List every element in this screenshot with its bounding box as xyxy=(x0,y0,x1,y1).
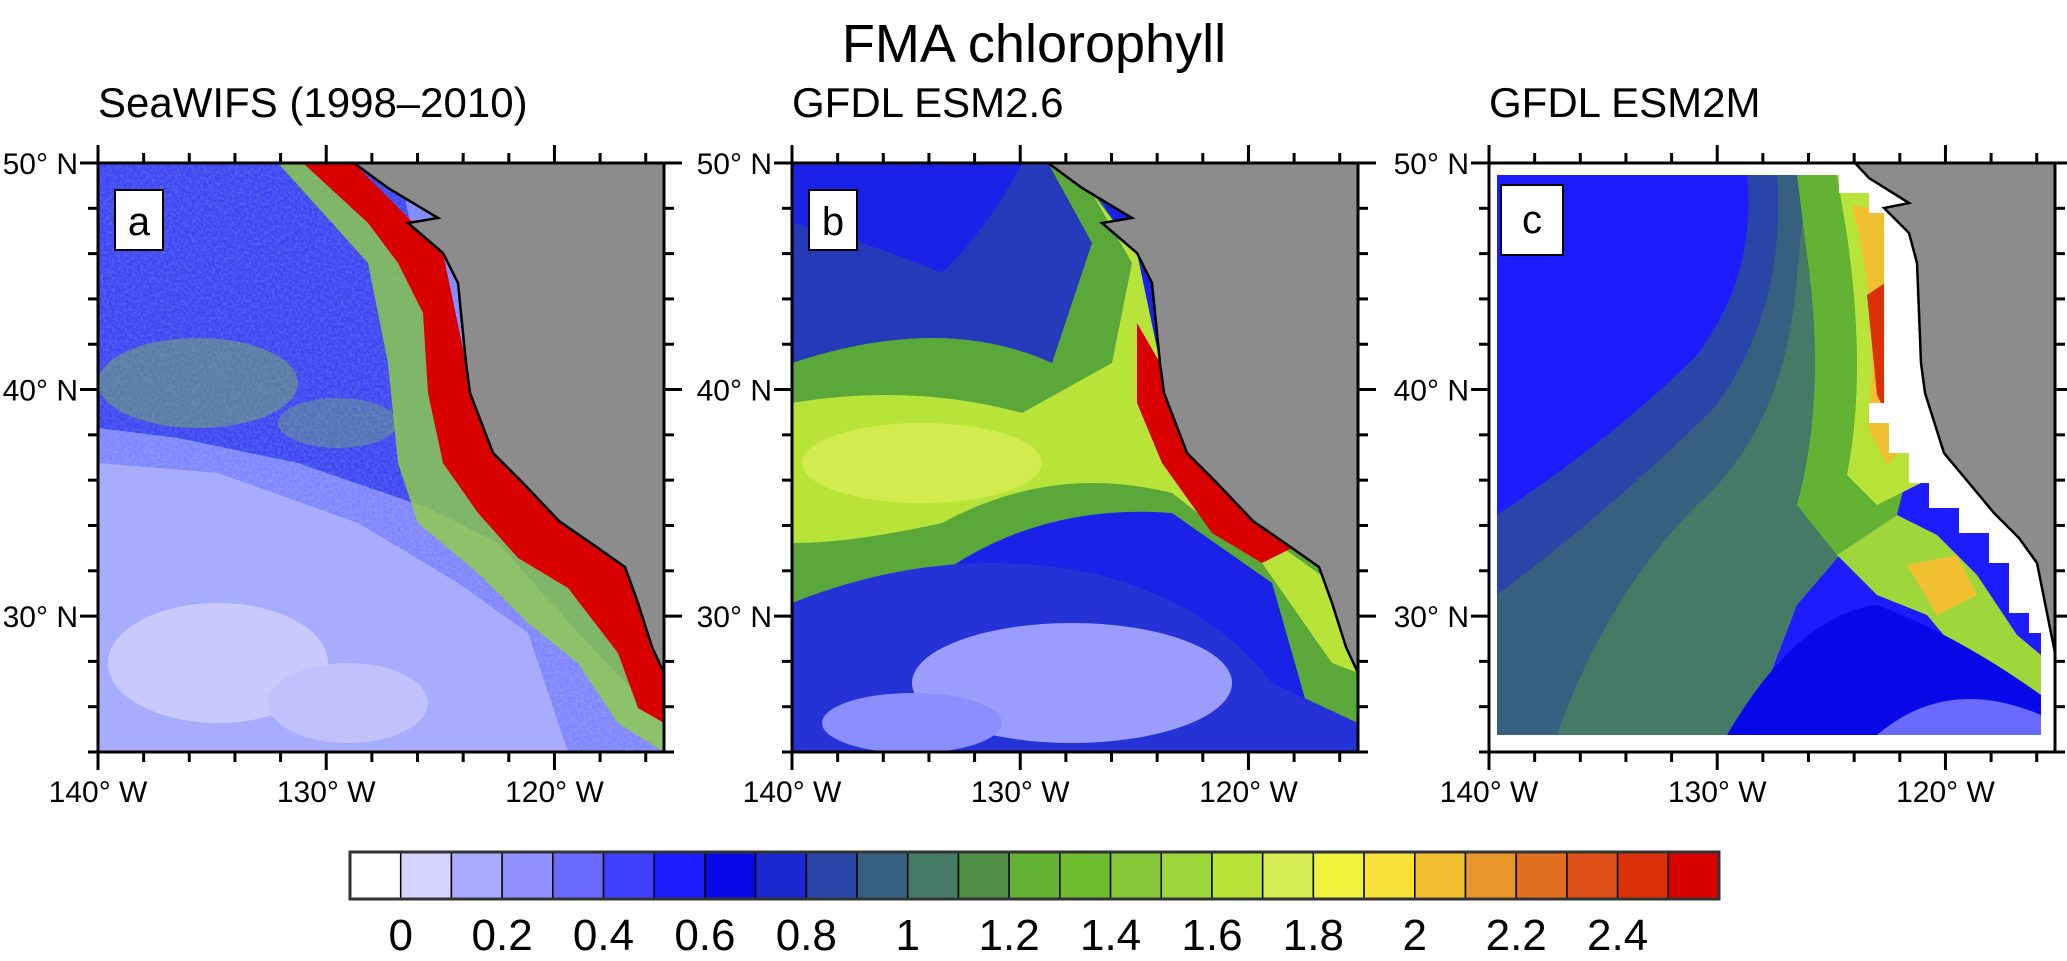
colorbar-swatch xyxy=(1566,851,1619,900)
colorbar-swatch xyxy=(1008,851,1061,900)
colorbar-tick-label: 1.6 xyxy=(1181,911,1242,956)
y-tick-label: 30° N xyxy=(1394,601,1469,634)
x-tick-label: 120° W xyxy=(505,776,604,809)
y-tick-label: 40° N xyxy=(1394,375,1469,408)
colorbar-swatch xyxy=(1515,851,1568,900)
colorbar-swatch xyxy=(1160,851,1213,900)
panel-label: c xyxy=(1522,198,1542,242)
colorbar-tick-label: 2.2 xyxy=(1486,911,1547,956)
y-tick-label: 50° N xyxy=(1394,148,1469,181)
colorbar-swatch xyxy=(501,851,554,900)
y-tick-label: 50° N xyxy=(3,148,78,181)
colorbar-swatch xyxy=(552,851,605,900)
y-tick-label: 30° N xyxy=(3,601,78,634)
colorbar-swatch xyxy=(1312,851,1365,900)
colorbar-swatch xyxy=(754,851,808,900)
panel-label: b xyxy=(822,200,844,244)
colorbar-swatch xyxy=(653,851,706,900)
colorbar-tick-label: 0.4 xyxy=(573,911,634,956)
x-tick-label: 140° W xyxy=(49,776,148,809)
colorbar-swatch xyxy=(1667,851,1720,900)
colorbar-swatch xyxy=(1414,851,1467,900)
colorbar-swatch xyxy=(1363,851,1416,900)
panel-title: GFDL ESM2.6 xyxy=(792,79,1064,126)
colorbar-tick-label: 0.8 xyxy=(776,911,837,956)
colorbar-swatch xyxy=(1059,851,1112,900)
colorbar-swatch xyxy=(906,851,960,900)
x-tick-label: 130° W xyxy=(277,776,376,809)
y-tick-label: 30° N xyxy=(697,601,772,634)
colorbar-swatch xyxy=(1211,851,1264,900)
y-tick-label: 40° N xyxy=(3,375,78,408)
panel-a: SeaWIFS (1998–2010) a xyxy=(98,79,664,752)
colorbar-swatch xyxy=(1616,851,1670,900)
axes-layer: 140° W 130° W 120° W 50° N 40° N 30° N 140° W 1… xyxy=(3,145,2067,809)
panel-label-box xyxy=(1500,184,1564,256)
colorbar-frame xyxy=(348,850,1721,901)
colorbar-tick-label: 0.6 xyxy=(674,911,735,956)
x-tick-label: 120° W xyxy=(1199,776,1298,809)
colorbar-swatch xyxy=(805,851,858,900)
map-esm2m xyxy=(1489,163,2055,752)
colorbar-swatch xyxy=(856,851,909,900)
land xyxy=(1045,163,1358,674)
colorbar-swatch xyxy=(1261,851,1315,900)
figure-title: FMA chlorophyll xyxy=(842,14,1226,74)
colorbar-swatch xyxy=(450,851,503,900)
colorbar-swatch xyxy=(704,851,757,900)
x-tick-label: 130° W xyxy=(1668,776,1767,809)
colorbar-swatch xyxy=(957,851,1010,900)
panel-label-box xyxy=(114,189,164,251)
colorbar-tick-label: 2.4 xyxy=(1587,911,1648,956)
colorbar-tick-label: 2 xyxy=(1403,911,1427,956)
x-tick-label: 120° W xyxy=(1896,776,1995,809)
panel-frame xyxy=(790,161,1360,754)
colorbar-swatch xyxy=(602,851,655,900)
panel-title: GFDL ESM2M xyxy=(1489,79,1760,126)
y-tick-label: 50° N xyxy=(697,148,772,181)
colorbar-swatch xyxy=(399,851,453,900)
colorbar-swatch xyxy=(1464,851,1517,900)
panel-c: GFDL ESM2M c xyxy=(1489,79,2055,752)
panel-frame xyxy=(96,161,666,754)
colorbar-tick-label: 1.4 xyxy=(1080,911,1141,956)
colorbar-tick-label: 1 xyxy=(895,911,919,956)
panel-title: SeaWIFS (1998–2010) xyxy=(98,79,528,126)
panel-b: GFDL ESM2.6 b xyxy=(792,79,1358,752)
colorbar-swatch xyxy=(349,851,402,900)
x-tick-label: 140° W xyxy=(743,776,842,809)
panel-frame xyxy=(1487,161,2057,754)
colorbar-tick-label: 0.2 xyxy=(472,911,533,956)
land xyxy=(351,163,664,674)
x-tick-label: 130° W xyxy=(971,776,1070,809)
land xyxy=(1853,163,2055,654)
colorbar-tick-label: 1.8 xyxy=(1283,911,1344,956)
colorbar-tick-label: 0 xyxy=(388,911,412,956)
x-tick-label: 140° W xyxy=(1440,776,1539,809)
map-esm26 xyxy=(792,163,1358,752)
colorbar-tick-label: 1.2 xyxy=(979,911,1040,956)
colorbar: 0 0.2 0.4 0.6 0.8 1 1.2 1.4 1.6 1.8 2 2.2 2.4 xyxy=(348,850,1721,960)
panel-label: a xyxy=(128,200,151,244)
panel-label-box xyxy=(808,189,858,251)
map-seawifs xyxy=(98,163,664,752)
colorbar-swatch xyxy=(1109,851,1163,900)
y-tick-label: 40° N xyxy=(697,375,772,408)
